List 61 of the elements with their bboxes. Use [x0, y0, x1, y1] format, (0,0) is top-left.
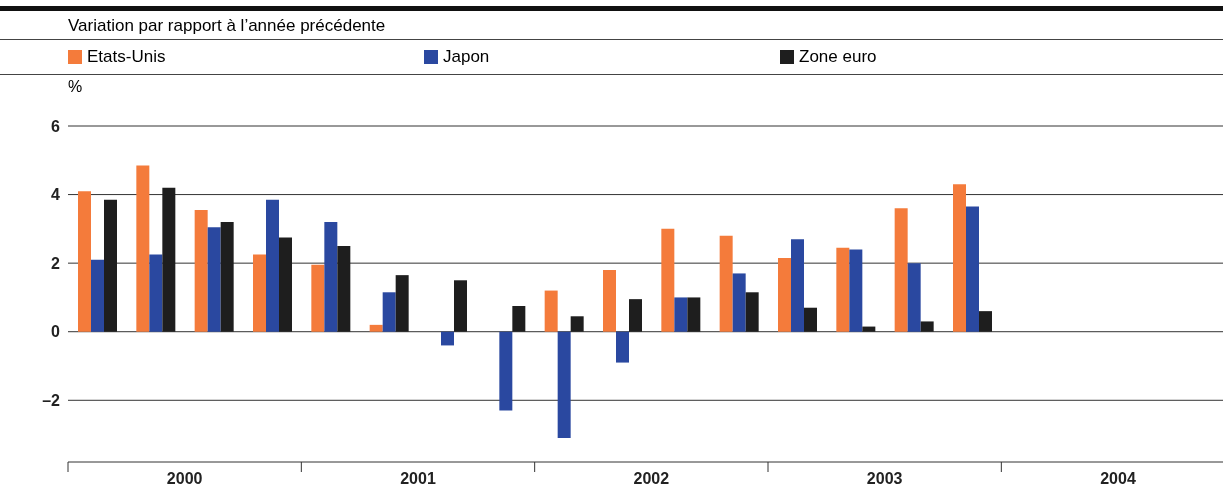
y-tick-label: 2: [51, 254, 61, 272]
y-tick-label: 6: [51, 117, 61, 135]
x-tick-label: 2003: [866, 470, 903, 487]
bar: [369, 324, 383, 332]
x-tick-label: 2001: [400, 470, 436, 487]
bar: [674, 297, 688, 332]
legend-label: Zone euro: [798, 47, 877, 67]
bar: [920, 321, 934, 332]
legend-label: Etats-Unis: [86, 47, 166, 67]
bar: [337, 246, 351, 332]
bar: [953, 184, 966, 332]
bar: [862, 326, 876, 332]
bar: [395, 275, 409, 332]
bar: [836, 247, 850, 332]
bar: [207, 227, 221, 332]
bar: [279, 237, 292, 332]
bar: [966, 206, 979, 332]
bar: [557, 331, 571, 438]
bar: [719, 235, 733, 332]
bar: [907, 263, 921, 332]
bar: [979, 311, 992, 332]
x-tick-label: 2004: [1100, 470, 1136, 487]
bar: [778, 258, 791, 332]
bar: [441, 331, 454, 346]
bar: [512, 306, 526, 332]
bar: [791, 239, 804, 332]
bar: [136, 165, 150, 332]
y-axis-title: %: [68, 78, 83, 95]
bar: [732, 273, 746, 332]
y-tick-label: 0: [51, 323, 61, 341]
x-tick-label: 2000: [166, 470, 203, 487]
bar: [194, 210, 208, 332]
bar: [324, 222, 338, 332]
bar: [149, 254, 163, 332]
chart-title: Variation par rapport à l’année précédente: [68, 16, 386, 35]
bar: [849, 249, 863, 332]
bar: [804, 307, 817, 332]
legend-label: Japon: [442, 47, 490, 67]
bar: [253, 254, 266, 332]
y-tick-label: 4: [51, 186, 61, 204]
bar: [454, 280, 467, 332]
bar: [91, 259, 104, 332]
bar: [629, 299, 642, 332]
bar: [894, 208, 908, 332]
bar: [382, 292, 396, 332]
bar: [544, 290, 558, 332]
bar: [603, 270, 616, 332]
bar: [78, 191, 91, 332]
bar: [162, 187, 176, 332]
bar: [616, 331, 629, 363]
bar: [104, 199, 117, 332]
bar: [499, 331, 513, 411]
bar: [570, 316, 584, 332]
y-tick-label: –2: [42, 391, 61, 409]
bar: [311, 264, 325, 332]
x-tick-label: 2002: [633, 470, 670, 487]
bar: [661, 228, 675, 332]
bar: [745, 292, 759, 332]
bar: [687, 297, 701, 332]
bar: [220, 222, 234, 332]
bar: [266, 199, 279, 332]
